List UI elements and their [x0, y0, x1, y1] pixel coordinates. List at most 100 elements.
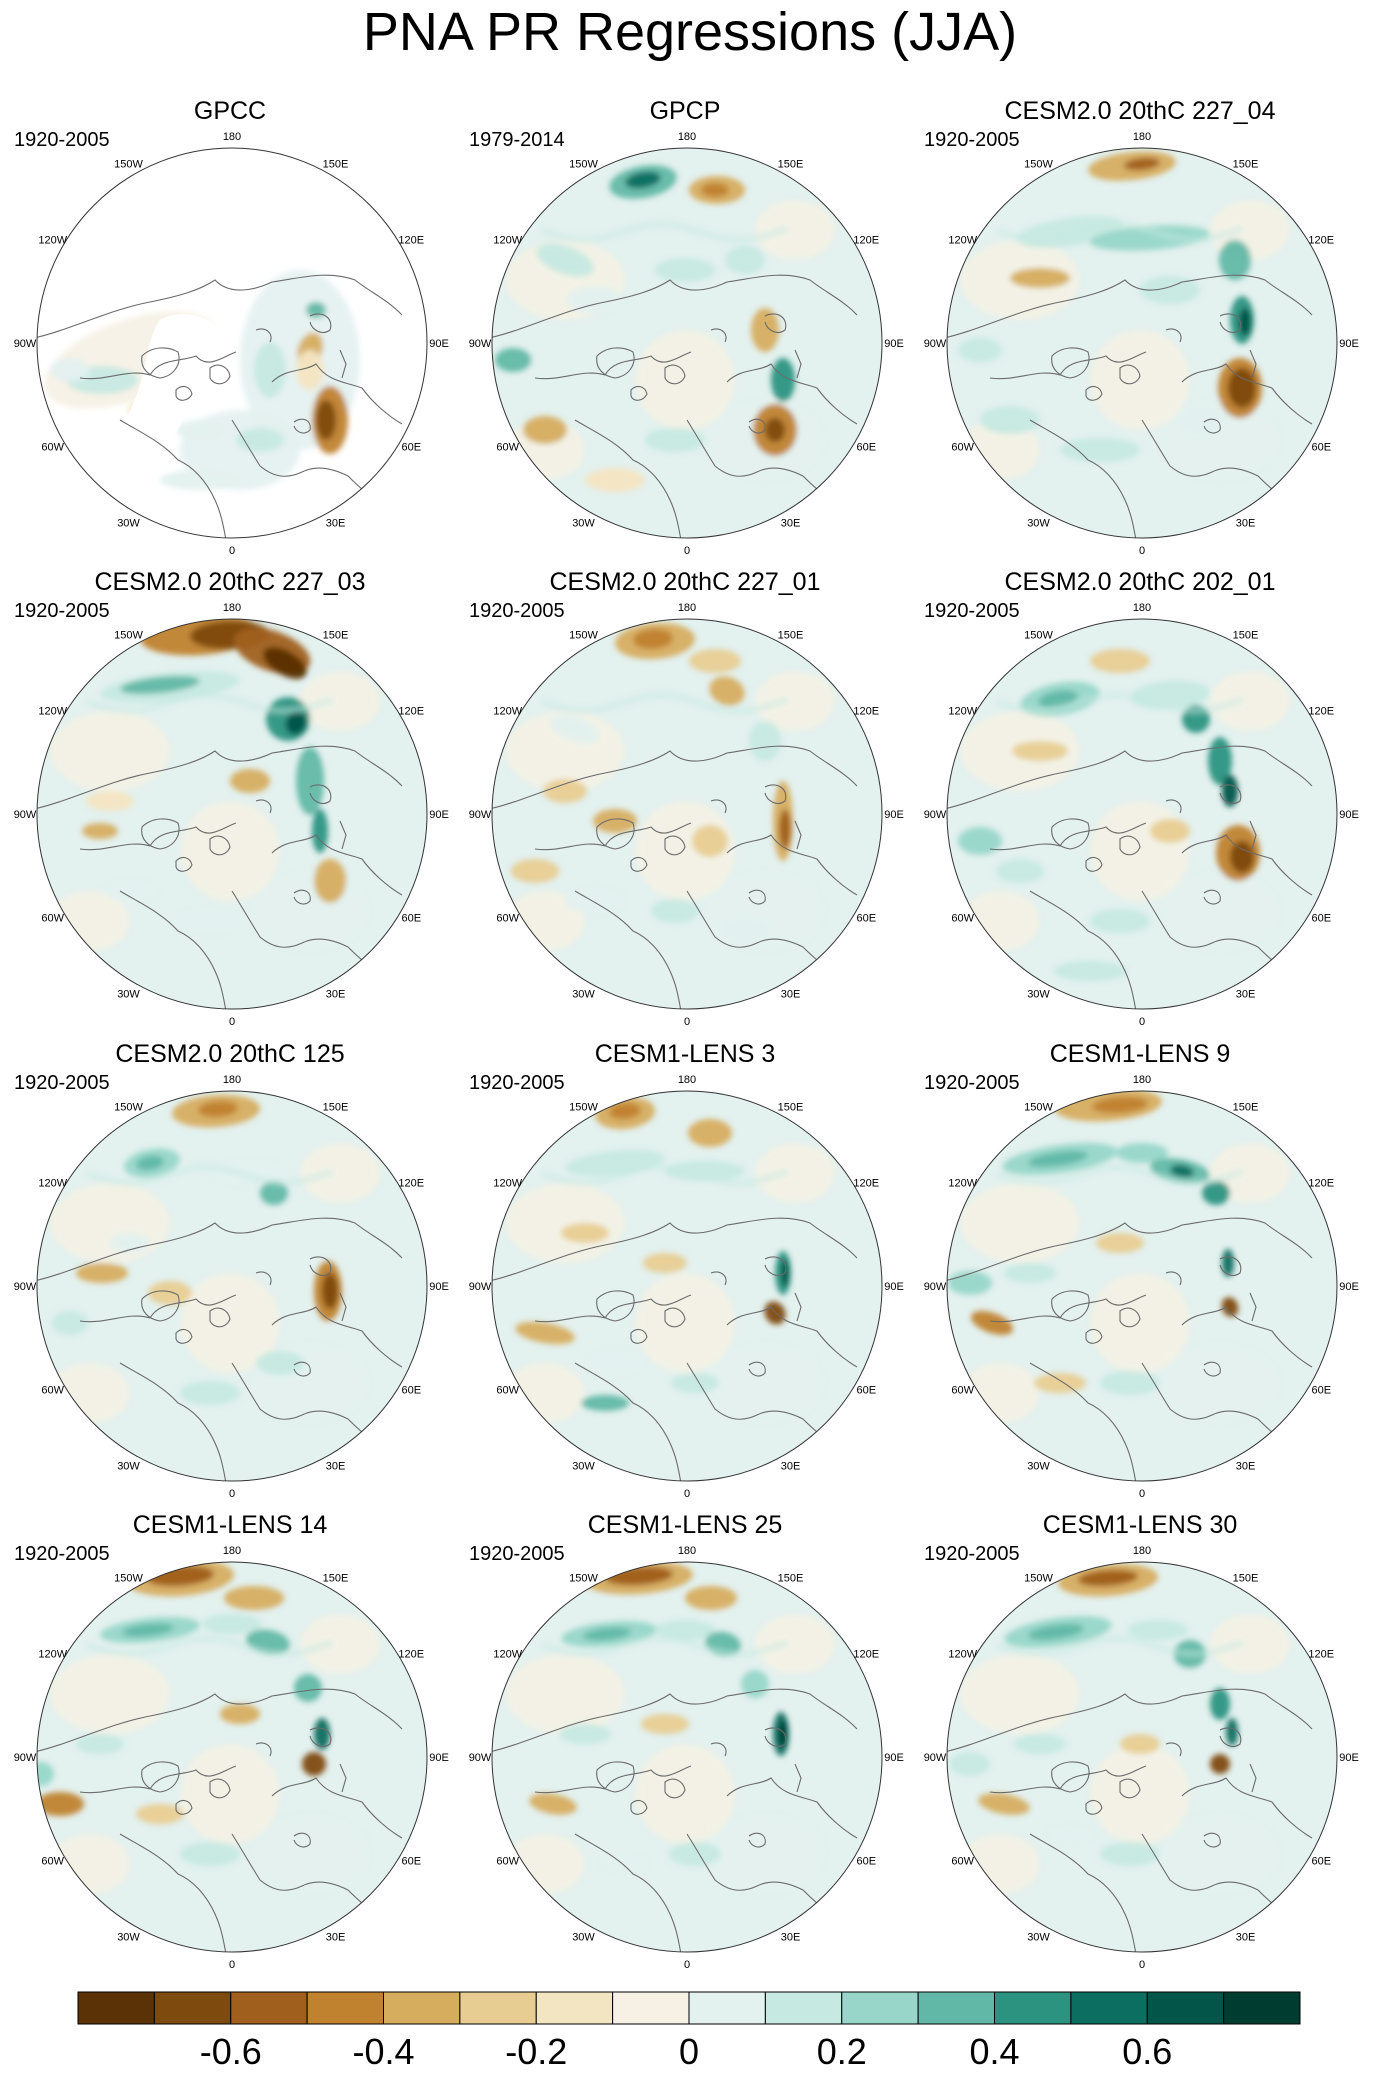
longitude-label: 0: [229, 1016, 235, 1028]
colorbar-box: [306, 1991, 384, 2025]
longitude-label: 60E: [856, 442, 876, 454]
colorbar-box: [1070, 1991, 1148, 2025]
colorbar-tick-label: -0.6: [199, 2031, 262, 2072]
map-boundary: [491, 1561, 883, 1953]
longitude-label: 60W: [41, 1856, 64, 1868]
longitude-label: 180: [678, 1545, 696, 1557]
coastlines: [492, 745, 858, 1009]
map-panel: CESM1-LENS 30 1920-2005 180 150E 120E 90E 60E 3…: [920, 1510, 1360, 1971]
map-boundary: [491, 1090, 883, 1482]
precip-field: [492, 148, 882, 538]
longitude-label: 150W: [114, 1102, 143, 1114]
longitude-label: 60W: [951, 913, 974, 925]
longitude-label: 150W: [114, 630, 143, 642]
map-panel: GPCP 1979-2014 180 150E 120E 90E 60E 30E 0 30W 60W…: [465, 96, 905, 557]
longitude-label: 0: [1139, 545, 1145, 557]
longitude-label: 150W: [1024, 159, 1053, 171]
panel-period: 1920-2005: [14, 1072, 110, 1094]
map-panel: CESM1-LENS 3 1920-2005 180 150E 120E 90E 60E 30…: [465, 1039, 905, 1500]
longitude-label: 60E: [856, 1856, 876, 1868]
longitude-label: 180: [678, 602, 696, 614]
panel-period: 1920-2005: [14, 600, 110, 622]
longitude-label: 30W: [572, 517, 595, 529]
longitude-label: 150E: [323, 1573, 349, 1585]
longitude-label: 60E: [856, 913, 876, 925]
longitude-label: 150W: [569, 159, 598, 171]
longitude-label: 120W: [38, 1649, 67, 1661]
longitude-label: 90W: [14, 338, 37, 350]
longitude-label: 150W: [114, 159, 143, 171]
longitude-label: 60E: [1311, 913, 1331, 925]
longitude-label: 30E: [1236, 517, 1256, 529]
panel-title: CESM1-LENS 9: [1049, 1040, 1231, 1068]
longitude-label: 150E: [1233, 159, 1259, 171]
longitude-label: 30E: [326, 517, 346, 529]
precip-field: [947, 1562, 1337, 1952]
precip-field: [37, 1562, 427, 1952]
panel-title: CESM1-LENS 14: [132, 1511, 328, 1539]
longitude-label: 150W: [569, 630, 598, 642]
longitude-label: 30W: [572, 1460, 595, 1472]
longitude-label: 120W: [38, 235, 67, 247]
longitude-label: 150E: [778, 1102, 804, 1114]
longitude-label: 60W: [41, 1385, 64, 1397]
colorbar-tick-label: 0.2: [816, 2031, 867, 2072]
longitude-label: 90W: [14, 1752, 37, 1764]
colorbar-box: [153, 1991, 232, 2025]
longitude-label: 120E: [1308, 1649, 1334, 1661]
longitude-label: 0: [229, 545, 235, 557]
longitude-label: 90W: [14, 1281, 37, 1293]
map-panel: CESM2.0 20thC 202_01 1920-2005 180 150E 120E…: [920, 567, 1360, 1028]
panel-title: CESM2.0 20thC 202_01: [1004, 568, 1276, 596]
longitude-label: 60W: [951, 442, 974, 454]
longitude-label: 30E: [1236, 1931, 1256, 1943]
longitude-label: 90E: [429, 338, 449, 350]
panel-title: GPCP: [649, 97, 721, 125]
polar-map: 180 150E 120E 90E 60E 30E 0 30W 60W 90W 120W 150W: [14, 1545, 449, 1971]
precip-field: [947, 148, 1337, 538]
longitude-label: 120E: [853, 1649, 879, 1661]
panel-title: CESM1-LENS 30: [1042, 1511, 1238, 1539]
colorbar-box: [383, 1991, 461, 2025]
precip-field: [37, 148, 427, 538]
longitude-label: 120W: [948, 706, 977, 718]
longitude-label: 60E: [1311, 442, 1331, 454]
longitude-label: 30W: [117, 517, 140, 529]
panel-title: CESM2.0 20thC 227_01: [549, 568, 821, 596]
map-panel: CESM1-LENS 14 1920-2005 180 150E 120E 90E 60E 3…: [10, 1510, 450, 1971]
panel-period: 1920-2005: [14, 1543, 110, 1565]
colorbar-tick-label: -0.2: [505, 2031, 568, 2072]
map-panel: CESM2.0 20thC 227_01 1920-2005 180 150E 120E…: [465, 567, 905, 1028]
colorbar-box: [459, 1991, 537, 2025]
longitude-label: 60W: [951, 1856, 974, 1868]
longitude-label: 0: [684, 1488, 690, 1500]
longitude-label: 120E: [398, 235, 424, 247]
precip-field: [37, 619, 427, 1009]
longitude-label: 30W: [117, 1460, 140, 1472]
panel-period: 1920-2005: [924, 600, 1020, 622]
longitude-label: 180: [1133, 1074, 1151, 1086]
coastlines: [947, 274, 1313, 538]
polar-map: 180 150E 120E 90E 60E 30E 0 30W 60W 90W 120W 150W: [14, 602, 449, 1028]
longitude-label: 120W: [493, 235, 522, 247]
precip-field: [947, 1091, 1337, 1481]
panel-period: 1920-2005: [469, 1072, 565, 1094]
panel-title: CESM1-LENS 3: [594, 1040, 776, 1068]
longitude-label: 150W: [1024, 1102, 1053, 1114]
longitude-label: 30E: [326, 1460, 346, 1472]
colorbar: -0.6 -0.4 -0.2 0 0.2 0.4 0.6: [0, 1990, 1380, 2086]
longitude-label: 60E: [856, 1385, 876, 1397]
panel-period: 1920-2005: [924, 129, 1020, 151]
longitude-label: 60E: [401, 1385, 421, 1397]
polar-map: 180 150E 120E 90E 60E 30E 0 30W 60W 90W 120W 150W: [924, 1545, 1359, 1971]
longitude-label: 180: [1133, 1545, 1151, 1557]
longitude-label: 30W: [572, 1931, 595, 1943]
longitude-label: 30E: [1236, 988, 1256, 1000]
longitude-label: 90E: [1339, 809, 1359, 821]
longitude-label: 120W: [948, 1649, 977, 1661]
coastlines: [947, 745, 1313, 1009]
longitude-label: 90E: [429, 1281, 449, 1293]
polar-map: 180 150E 120E 90E 60E 30E 0 30W 60W 90W 120W 150W: [924, 131, 1359, 557]
panel-period: 1920-2005: [14, 129, 110, 151]
longitude-label: 30E: [326, 1931, 346, 1943]
